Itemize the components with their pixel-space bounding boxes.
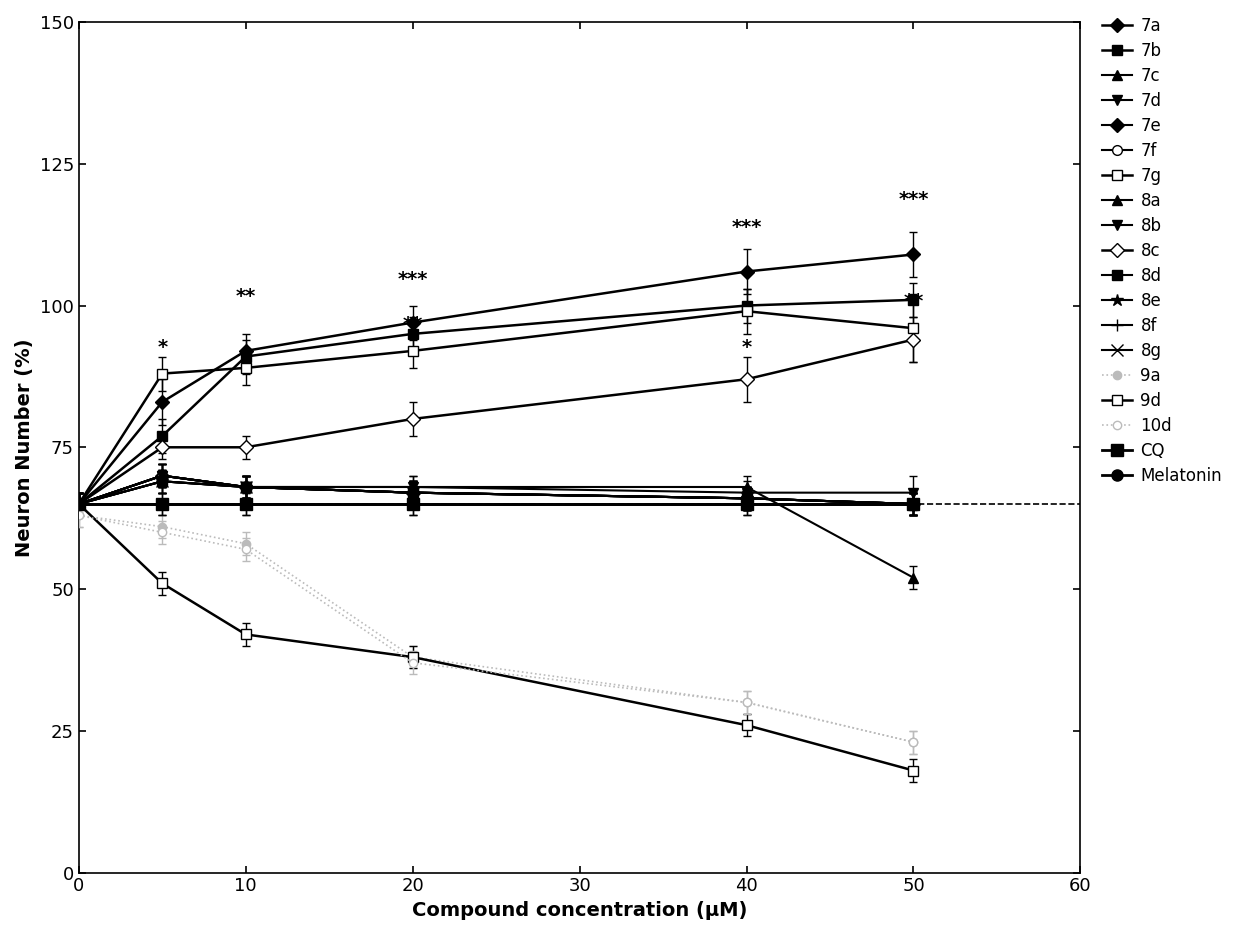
Text: *: * xyxy=(157,338,167,356)
Y-axis label: Neuron Number (%): Neuron Number (%) xyxy=(15,338,33,556)
Text: ***: *** xyxy=(398,269,428,289)
Legend: 7a, 7b, 7c, 7d, 7e, 7f, 7g, 8a, 8b, 8c, 8d, 8e, 8f, 8g, 9a, 9d, 10d, CQ, Melaton: 7a, 7b, 7c, 7d, 7e, 7f, 7g, 8a, 8b, 8c, … xyxy=(1099,13,1225,488)
Text: ***: *** xyxy=(732,219,761,237)
Text: **: ** xyxy=(904,293,924,311)
Text: **: ** xyxy=(403,315,423,334)
Text: **: ** xyxy=(236,286,255,306)
Text: *: * xyxy=(742,338,751,356)
Text: ***: *** xyxy=(898,190,929,209)
X-axis label: Compound concentration (μM): Compound concentration (μM) xyxy=(412,901,748,920)
